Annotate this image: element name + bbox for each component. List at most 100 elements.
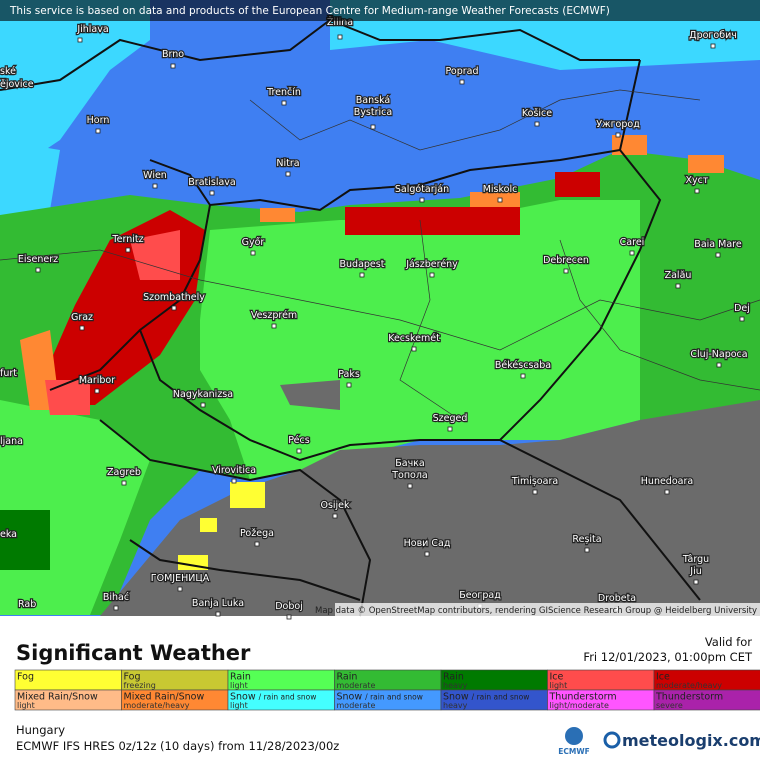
- city-label: Нови Сад: [404, 538, 451, 549]
- legend-label: Rain: [337, 672, 358, 683]
- legend-label: Rain: [230, 672, 251, 683]
- city-label: Graz: [71, 312, 93, 323]
- city-label: Trenčín: [266, 87, 301, 98]
- city-label: Хуст: [686, 175, 709, 186]
- city-labels: JihlavaBrnoŽilinaPopradДрогобичskéějovic…: [0, 15, 751, 620]
- city-label: Ужгород: [596, 119, 640, 130]
- city-label: Szeged: [433, 413, 468, 424]
- city-dot: [250, 250, 256, 256]
- map: [0, 0, 760, 617]
- legend-label: Rain: [443, 672, 464, 683]
- city-dot: [209, 190, 215, 196]
- city-dot: [710, 43, 716, 49]
- legend-level: moderate: [337, 681, 376, 690]
- legend-level: moderate/heavy: [656, 681, 722, 690]
- city-label: Banská: [356, 95, 390, 106]
- legend-level: light: [550, 681, 568, 690]
- city-dot: [125, 247, 131, 253]
- legend-label: Fog: [17, 672, 34, 683]
- city-label: Jászberény: [405, 259, 458, 270]
- city-label: Zalău: [665, 270, 692, 281]
- city-label: Horn: [87, 115, 110, 126]
- city-dot: [664, 489, 670, 495]
- city-dot: [419, 197, 425, 203]
- city-dot: [716, 362, 722, 368]
- legend-label: Mixed Rain/Snow: [17, 692, 98, 703]
- city-dot: [271, 323, 277, 329]
- city-dot: [113, 605, 119, 611]
- city-dot: [429, 272, 435, 278]
- city-label: furt: [0, 368, 17, 379]
- city-label: Nitra: [276, 158, 299, 169]
- city-label: Békéscsaba: [495, 360, 551, 371]
- city-label: Salgótarján: [395, 184, 449, 195]
- city-label: Rab: [18, 599, 36, 610]
- ecmwf-logo-icon: [565, 727, 583, 745]
- city-label: Bystrica: [354, 107, 392, 118]
- legend-level: light: [230, 701, 248, 710]
- city-dot: [254, 541, 260, 547]
- city-dot: [152, 183, 158, 189]
- city-label: Debrecen: [543, 255, 589, 266]
- legend-label: Snow / rain and snow: [337, 692, 423, 703]
- city-dot: [231, 478, 237, 484]
- legend-label: Ice: [550, 672, 564, 683]
- city-dot: [95, 128, 101, 134]
- city-label: ГОМЈЕНИЦА: [151, 573, 210, 584]
- city-label: Budapest: [340, 259, 385, 270]
- city-dot: [79, 325, 85, 331]
- legend-level: light: [230, 681, 248, 690]
- city-label: ské: [0, 66, 16, 77]
- city-dot: [200, 402, 206, 408]
- city-dot: [532, 489, 538, 495]
- legend-label: Ice: [656, 672, 670, 683]
- city-dot: [170, 63, 176, 69]
- city-dot: [359, 272, 365, 278]
- region: Hungary: [16, 723, 65, 737]
- city-dot: [94, 388, 100, 394]
- city-label: Београд: [459, 590, 501, 601]
- city-label: Virovitica: [212, 465, 256, 476]
- city-dot: [693, 579, 699, 585]
- city-dot: [296, 448, 302, 454]
- city-dot: [337, 34, 343, 40]
- legend-title: Significant Weather: [16, 641, 251, 665]
- city-dot: [615, 132, 621, 138]
- legend-note: / rain and snow: [472, 693, 530, 702]
- city-label: Kecskemét: [388, 333, 440, 344]
- valid-label: Valid for: [705, 635, 752, 649]
- city-label: Veszprém: [251, 310, 297, 321]
- city-label: eka: [0, 529, 17, 540]
- city-label: Zagreb: [107, 467, 141, 478]
- city-label: Дрогобич: [689, 30, 737, 41]
- city-label: Eisenerz: [18, 254, 58, 265]
- city-dot: [563, 268, 569, 274]
- city-label: Bratislava: [188, 177, 235, 188]
- legend-label: Thunderstorm: [549, 692, 617, 703]
- city-label: Maribor: [79, 375, 115, 386]
- city-label: Timișoara: [511, 476, 558, 487]
- valid-time: Fri 12/01/2023, 01:00pm CET: [583, 650, 753, 664]
- banner: This service is based on data and produc…: [9, 5, 610, 17]
- legend-label: Fog: [124, 672, 141, 683]
- legend: Fog FogfreezingRainlightRainmoderateRainh…: [14, 669, 760, 711]
- legend-swatch: [653, 689, 760, 711]
- legend-note: / rain and snow: [259, 693, 317, 702]
- city-dot: [177, 586, 183, 592]
- city-dot: [215, 611, 221, 617]
- city-dot: [534, 121, 540, 127]
- legend-level: moderate/heavy: [124, 701, 190, 710]
- city-dot: [694, 188, 700, 194]
- legend-level: light: [17, 701, 35, 710]
- city-dot: [629, 250, 635, 256]
- city-dot: [739, 316, 745, 322]
- legend-level: heavy: [443, 681, 468, 690]
- city-label: Miskolc: [483, 184, 518, 195]
- city-dot: [346, 382, 352, 388]
- city-label: Carei: [620, 237, 645, 248]
- city-label: Baia Mare: [694, 239, 742, 250]
- city-dot: [447, 426, 453, 432]
- model-info: ECMWF IFS HRES 0z/12z (10 days) from 11/…: [16, 739, 339, 753]
- city-dot: [171, 305, 177, 311]
